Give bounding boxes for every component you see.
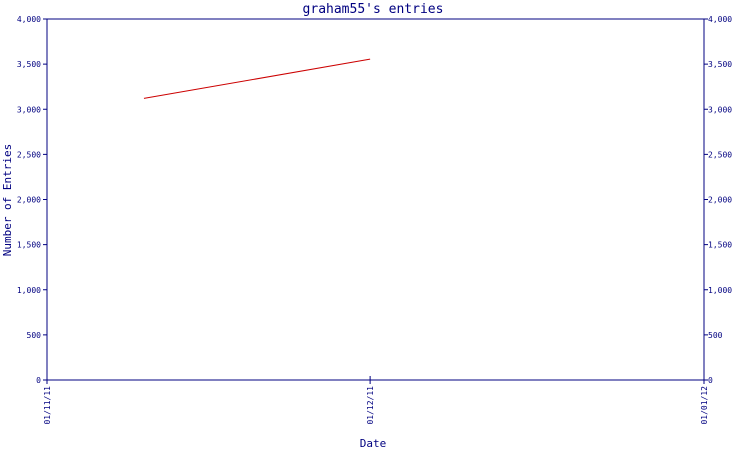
series-layer [143,58,371,99]
y-tick-label-left: 1,000 [17,286,41,295]
axis-ticks: 0 0 500 500 1,000 1,000 1,500 1,500 2,000 2,000 2,… [17,15,732,425]
y-tick-label-left: 2,500 [17,150,41,159]
y-tick-label-left: 0 [36,376,41,385]
y-tick-label-right: 2,500 [708,150,732,159]
y-tick-label-left: 500 [27,331,42,340]
y-tick-label-right: 3,000 [708,105,732,114]
y-tick-label-right: 1,500 [708,241,732,250]
y-tick-label-right: 500 [708,331,723,340]
x-tick-label: 01/11/11 [43,386,52,425]
y-tick-label-right: 2,000 [708,196,732,205]
x-tick-label: 01/12/11 [366,386,375,425]
y-tick-label-right: 3,500 [708,60,732,69]
y-tick-label-left: 4,000 [17,15,41,24]
y-tick-label-left: 1,500 [17,241,41,250]
y-tick-label-left: 3,000 [17,105,41,114]
y-tick-label-right: 0 [708,376,713,385]
y-tick-label-right: 1,000 [708,286,732,295]
x-axis-title: Date [360,437,387,450]
chart-title: graham55's entries [303,2,444,17]
x-tick-label: 01/01/12 [700,386,709,425]
y-axis-title: Number of Entries [1,144,14,257]
y-tick-label-left: 3,500 [17,60,41,69]
series-line-0 [143,58,371,99]
plot-area-frame [46,18,705,381]
y-tick-label-right: 4,000 [708,15,732,24]
y-tick-label-left: 2,000 [17,196,41,205]
